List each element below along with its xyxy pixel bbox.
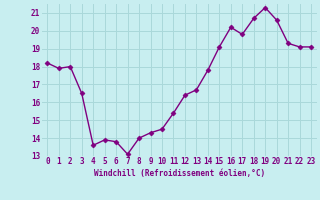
X-axis label: Windchill (Refroidissement éolien,°C): Windchill (Refroidissement éolien,°C) <box>94 169 265 178</box>
